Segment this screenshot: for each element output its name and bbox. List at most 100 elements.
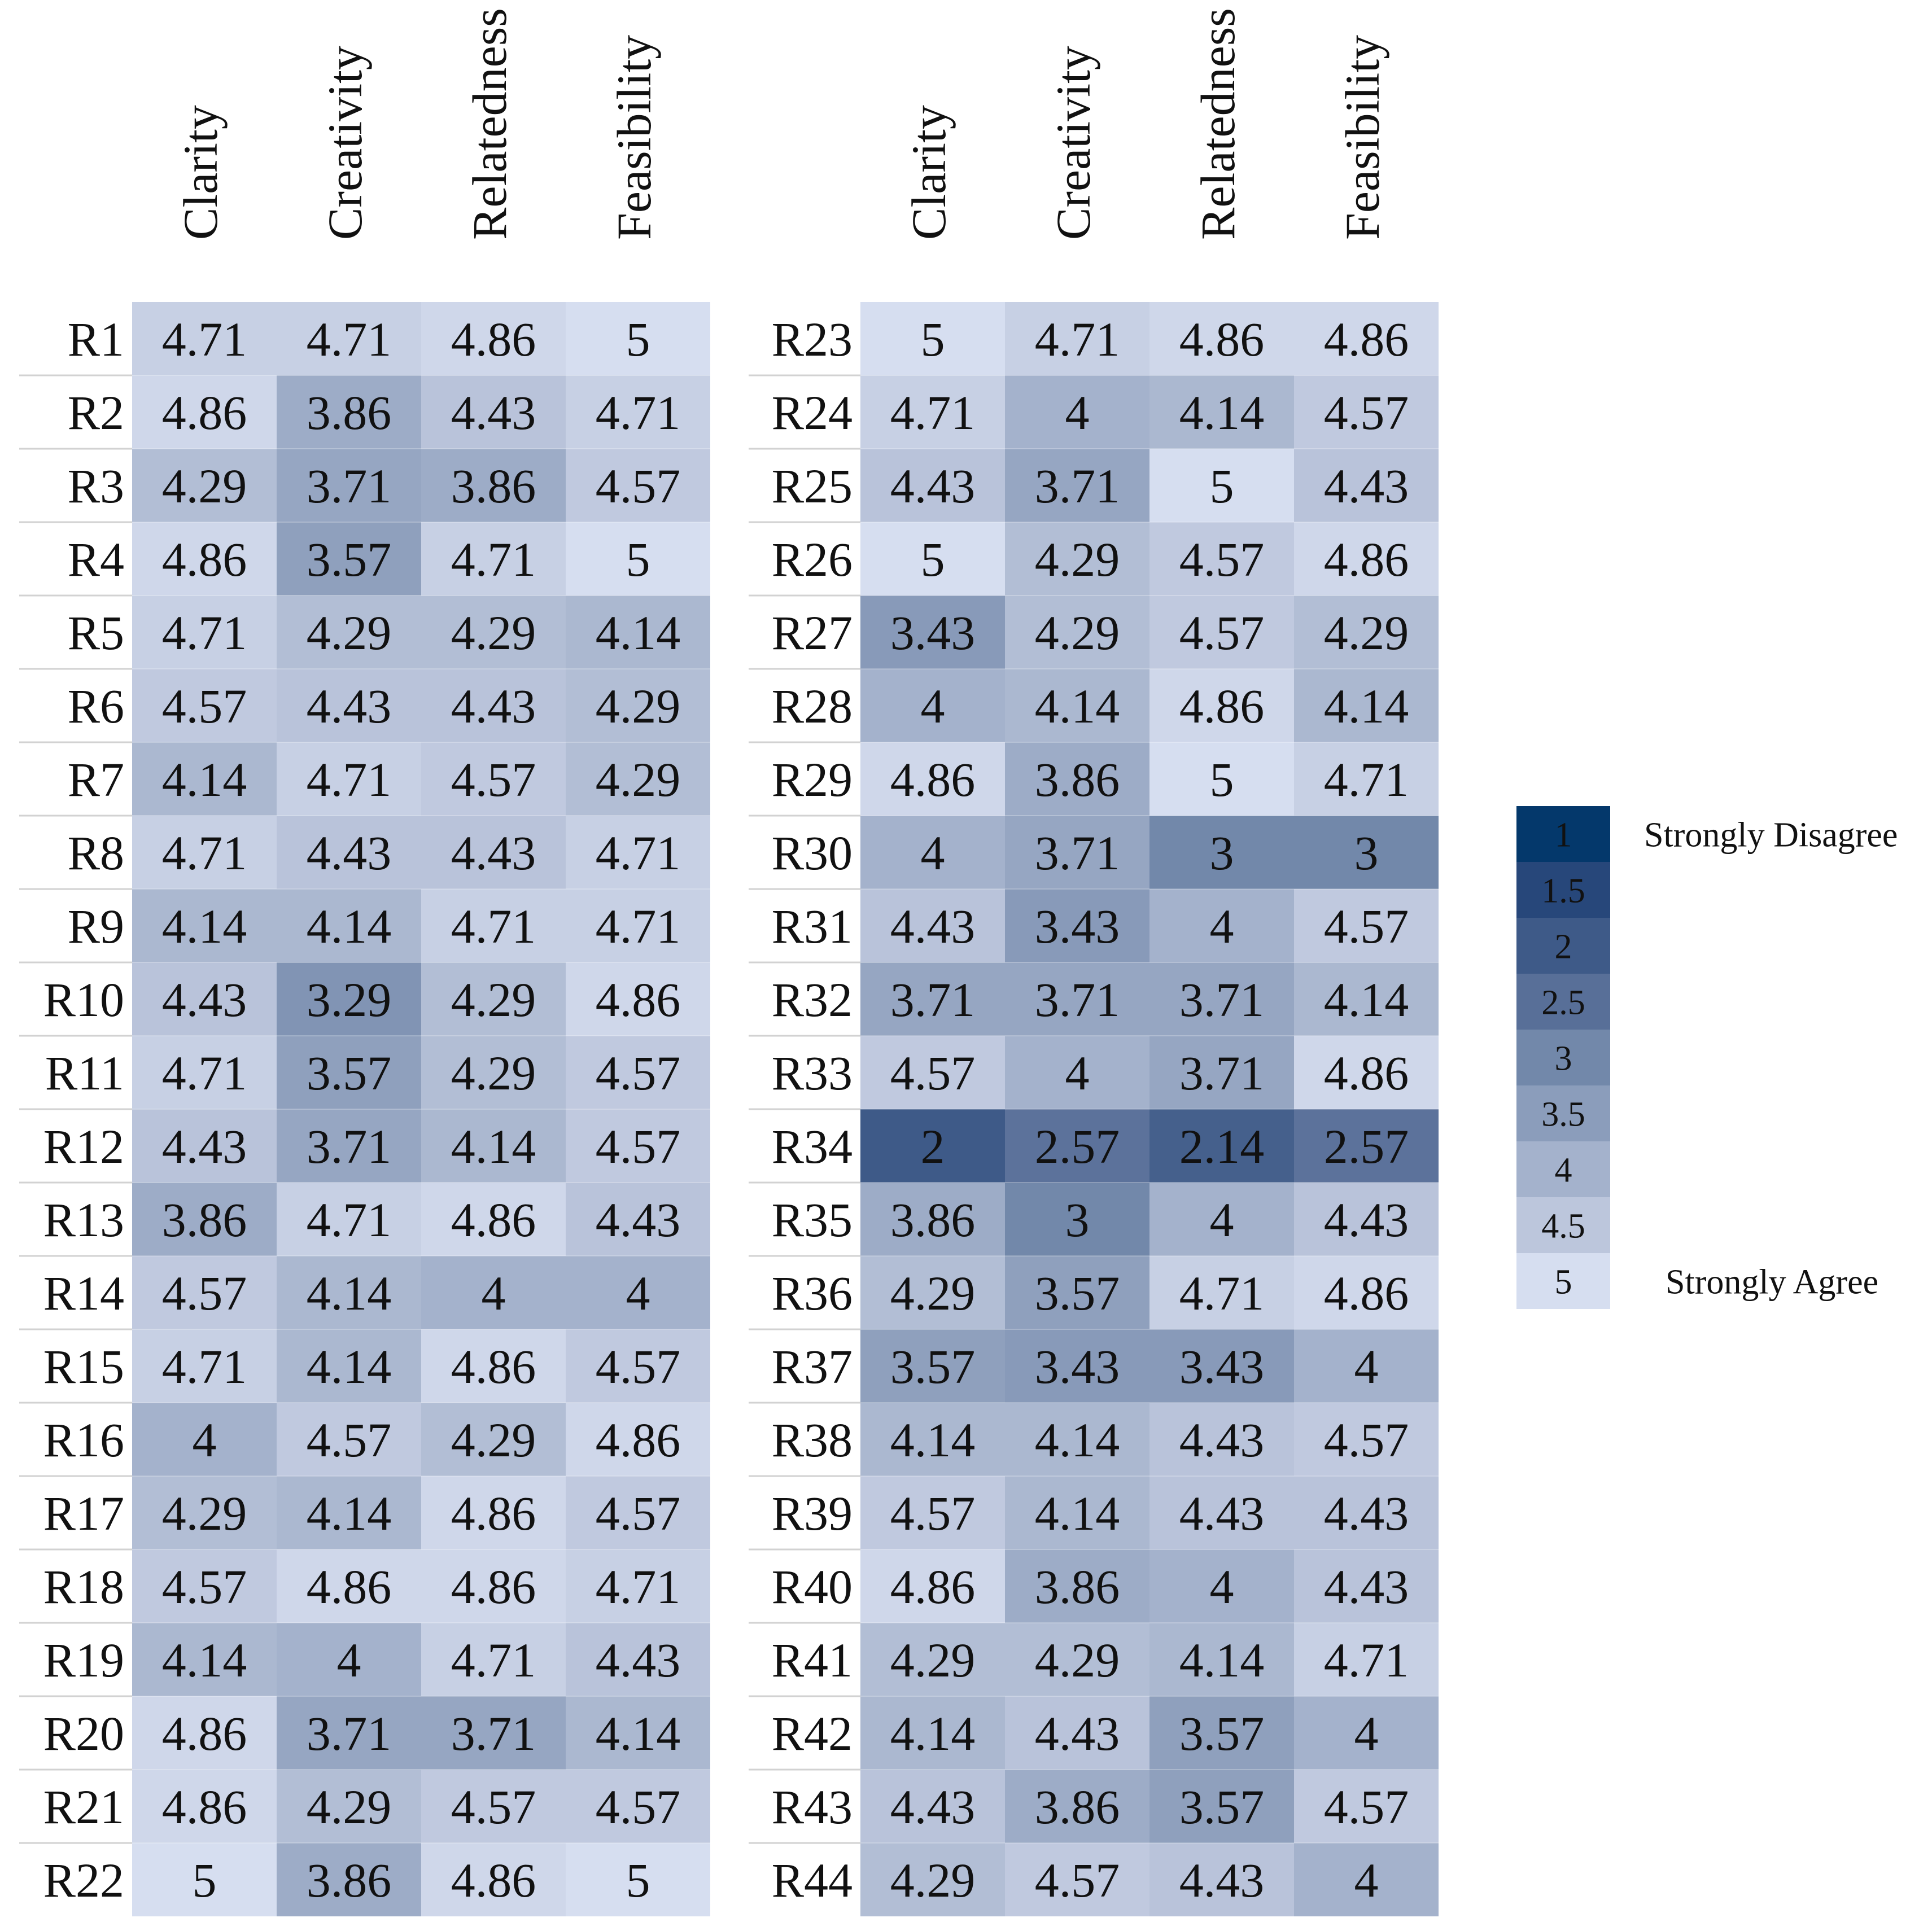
row-label-r38: R38: [772, 1413, 853, 1467]
cell-value-r29-clarity: 4.86: [890, 752, 976, 807]
legend-swatch-4-5: [1516, 1197, 1610, 1253]
cell-value-r18-relatedness: 4.86: [451, 1560, 536, 1614]
row-label-r3: R3: [68, 459, 124, 513]
cell-r12-clarity: [132, 1109, 277, 1183]
cell-r28-relatedness: [1149, 669, 1294, 742]
cell-value-r8-clarity: 4.71: [162, 826, 247, 880]
legend-swatch-1: [1516, 806, 1610, 862]
cell-value-r33-clarity: 4.57: [890, 1046, 976, 1100]
row-label-r31: R31: [772, 899, 853, 953]
cell-value-r42-feasibility: 4: [1354, 1706, 1379, 1761]
cell-r24-creativity: [1005, 375, 1149, 449]
cell-value-r35-relatedness: 4: [1210, 1193, 1234, 1247]
cell-r34-relatedness: [1149, 1109, 1294, 1183]
row-label-r13: R13: [43, 1193, 124, 1247]
cell-value-r7-feasibility: 4.29: [596, 752, 681, 807]
cell-r36-feasibility: [1294, 1256, 1439, 1329]
cell-r16-creativity: [277, 1403, 421, 1476]
cell-value-r15-relatedness: 4.86: [451, 1339, 536, 1394]
cell-value-r32-relatedness: 3.71: [1179, 973, 1265, 1027]
cell-r19-relatedness: [421, 1623, 566, 1696]
cell-value-r37-creativity: 3.43: [1035, 1339, 1120, 1394]
cell-value-r9-feasibility: 4.71: [596, 899, 681, 953]
column-header-relatedness-1: Relatedness: [462, 8, 517, 240]
cell-r14-feasibility: [566, 1256, 710, 1329]
cell-value-r31-feasibility: 4.57: [1324, 899, 1409, 953]
cell-value-r16-clarity: 4: [193, 1413, 217, 1467]
cell-r9-clarity: [132, 889, 277, 962]
cell-r12-relatedness: [421, 1109, 566, 1183]
cell-value-r24-relatedness: 4.14: [1179, 386, 1265, 440]
cell-r13-relatedness: [421, 1183, 566, 1256]
cell-r3-feasibility: [566, 449, 710, 522]
cell-value-r25-relatedness: 5: [1210, 459, 1234, 513]
cell-value-r12-relatedness: 4.14: [451, 1119, 536, 1174]
cell-r15-clarity: [132, 1329, 277, 1403]
cell-value-r26-creativity: 4.29: [1035, 532, 1120, 586]
cell-r31-clarity: [860, 889, 1005, 962]
cell-value-r22-clarity: 5: [193, 1853, 217, 1907]
cell-value-r41-relatedness: 4.14: [1179, 1633, 1265, 1687]
cell-value-r43-creativity: 3.86: [1035, 1780, 1120, 1834]
cell-value-r28-clarity: 4: [921, 679, 945, 733]
cell-r27-feasibility: [1294, 596, 1439, 669]
cell-r26-relatedness: [1149, 522, 1294, 596]
row-label-r27: R27: [772, 606, 853, 660]
cell-value-r28-relatedness: 4.86: [1179, 679, 1265, 733]
cell-value-r30-clarity: 4: [921, 826, 945, 880]
cell-r33-feasibility: [1294, 1036, 1439, 1109]
cell-value-r14-creativity: 4.14: [307, 1266, 392, 1320]
cell-r7-relatedness: [421, 742, 566, 816]
cell-value-r32-creativity: 3.71: [1035, 973, 1120, 1027]
cell-r21-relatedness: [421, 1770, 566, 1843]
cell-r6-relatedness: [421, 669, 566, 742]
cell-r34-clarity: [860, 1109, 1005, 1183]
row-label-r34: R34: [772, 1119, 853, 1174]
cell-value-r41-clarity: 4.29: [890, 1633, 976, 1687]
cell-value-r4-creativity: 3.57: [307, 532, 392, 586]
cell-value-r9-relatedness: 4.71: [451, 899, 536, 953]
cell-r29-relatedness: [1149, 742, 1294, 816]
cell-r32-clarity: [860, 962, 1005, 1036]
cell-r43-feasibility: [1294, 1770, 1439, 1843]
cell-value-r23-relatedness: 4.86: [1179, 312, 1265, 366]
cell-value-r5-feasibility: 4.14: [596, 606, 681, 660]
cell-r2-feasibility: [566, 375, 710, 449]
cell-r11-feasibility: [566, 1036, 710, 1109]
row-label-r1: R1: [68, 312, 124, 366]
cell-value-r17-creativity: 4.14: [307, 1486, 392, 1540]
cell-value-r38-feasibility: 4.57: [1324, 1413, 1409, 1467]
legend-swatch-3: [1516, 1030, 1610, 1085]
cell-r18-feasibility: [566, 1549, 710, 1623]
cell-r23-creativity: [1005, 302, 1149, 375]
cell-r41-creativity: [1005, 1623, 1149, 1696]
cell-r10-relatedness: [421, 962, 566, 1036]
cell-r7-feasibility: [566, 742, 710, 816]
cell-r10-creativity: [277, 962, 421, 1036]
cell-r37-clarity: [860, 1329, 1005, 1403]
cell-value-r27-feasibility: 4.29: [1324, 606, 1409, 660]
cell-r8-creativity: [277, 816, 421, 889]
cell-r28-creativity: [1005, 669, 1149, 742]
row-label-r19: R19: [43, 1633, 124, 1687]
cell-r35-creativity: [1005, 1183, 1149, 1256]
cell-r40-feasibility: [1294, 1549, 1439, 1623]
cell-r16-feasibility: [566, 1403, 710, 1476]
row-label-r37: R37: [772, 1339, 853, 1394]
cell-value-r40-creativity: 3.86: [1035, 1560, 1120, 1614]
cell-value-r32-feasibility: 4.14: [1324, 973, 1409, 1027]
cell-value-r11-creativity: 3.57: [307, 1046, 392, 1100]
cell-value-r22-feasibility: 5: [626, 1853, 650, 1907]
cell-value-r28-creativity: 4.14: [1035, 679, 1120, 733]
cell-value-r24-creativity: 4: [1065, 386, 1090, 440]
cell-r3-creativity: [277, 449, 421, 522]
cell-r22-feasibility: [566, 1843, 710, 1916]
cell-r3-clarity: [132, 449, 277, 522]
cell-r15-relatedness: [421, 1329, 566, 1403]
cell-r3-relatedness: [421, 449, 566, 522]
cell-r6-feasibility: [566, 669, 710, 742]
row-label-r25: R25: [772, 459, 853, 513]
cell-value-r34-creativity: 2.57: [1035, 1119, 1120, 1174]
cell-value-r35-creativity: 3: [1065, 1193, 1090, 1247]
